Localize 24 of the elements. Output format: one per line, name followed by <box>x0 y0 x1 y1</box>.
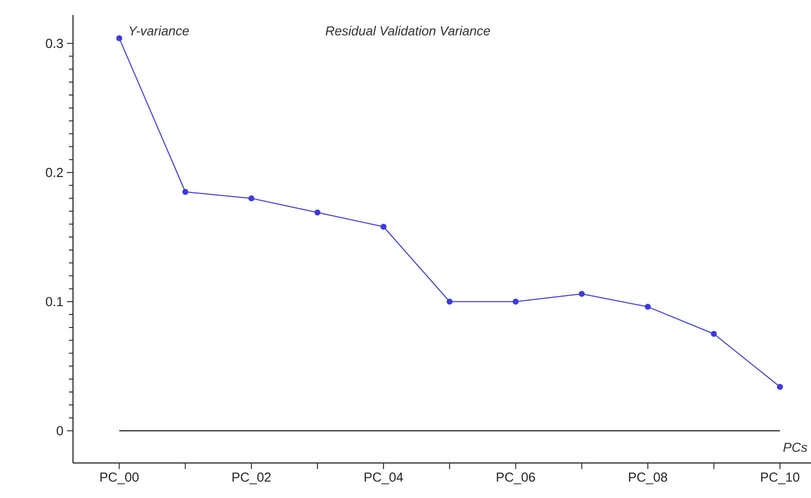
x-tick-label: PC_06 <box>496 472 535 484</box>
x-tick-label: PC_10 <box>761 472 800 484</box>
point <box>710 330 717 337</box>
y-tick-label: 0.1 <box>46 297 63 306</box>
point <box>248 195 254 202</box>
x-tick-label: PC_02 <box>232 472 271 484</box>
point <box>776 384 783 390</box>
point <box>512 298 519 305</box>
point <box>116 35 122 42</box>
point <box>578 290 585 297</box>
x-tick-label: PC_00 <box>100 472 139 484</box>
x-tick-label: PC_08 <box>629 472 668 484</box>
text: Residual Validation Variance <box>326 26 490 36</box>
x-axis-title: PCs <box>783 442 808 452</box>
y-tick-label: 0.2 <box>46 168 63 178</box>
point <box>314 210 320 216</box>
point <box>644 304 651 310</box>
y-tick-label: 0 <box>56 426 63 436</box>
point <box>446 298 453 305</box>
y-tick-label: 0.3 <box>46 38 63 48</box>
x-tick-label: PC_04 <box>364 472 404 484</box>
point <box>380 224 387 230</box>
y-axis-title: Y-variance <box>130 26 189 36</box>
point <box>182 188 188 195</box>
